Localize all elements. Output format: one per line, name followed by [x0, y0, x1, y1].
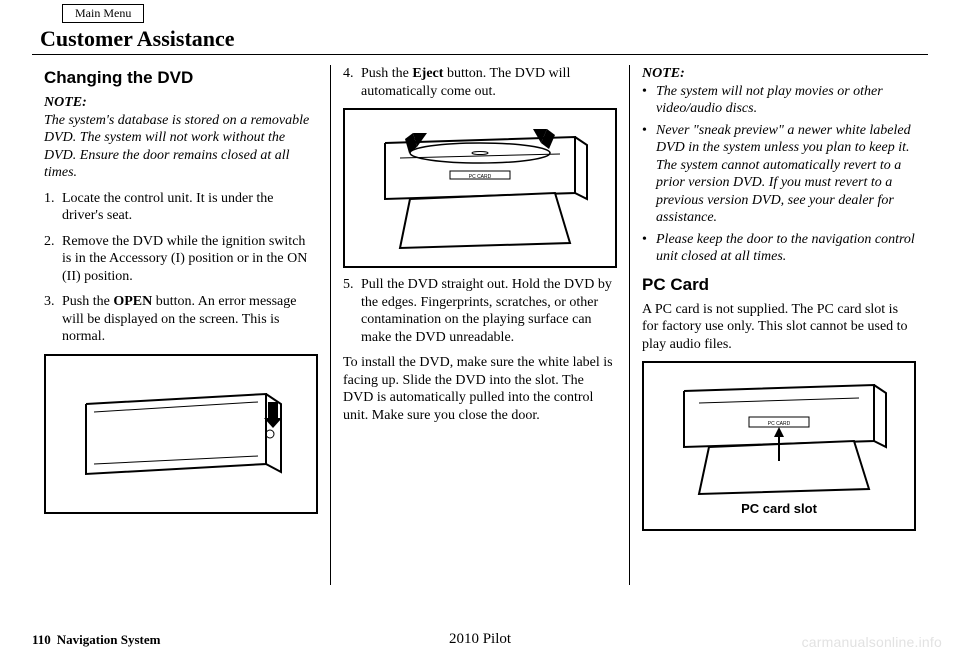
- step3-pre: Push the: [62, 294, 113, 309]
- step-3: 3. Push the OPEN button. An error messag…: [44, 293, 318, 346]
- pc-card-text: PC CARD: [768, 421, 791, 427]
- bullet-2: • Never "sneak preview" a newer white la…: [642, 122, 916, 227]
- install-paragraph: To install the DVD, make sure the white …: [343, 354, 617, 424]
- bullet-1: • The system will not play movies or oth…: [642, 83, 916, 118]
- column-1: Changing the DVD NOTE: The system's data…: [32, 65, 330, 585]
- steps-list-1: 1. Locate the control unit. It is under …: [44, 190, 318, 346]
- watermark: carmanualsonline.info: [802, 634, 942, 650]
- pc-card-text: PC CARD: [469, 174, 492, 180]
- step-num: 1.: [44, 190, 62, 225]
- bullet-text: Please keep the door to the navigation c…: [656, 231, 916, 266]
- bullet-dot-icon: •: [642, 231, 656, 266]
- open-button-ref: OPEN: [113, 294, 152, 309]
- bullet-text: Never "sneak preview" a newer white labe…: [656, 122, 916, 227]
- step-2: 2. Remove the DVD while the ignition swi…: [44, 233, 318, 286]
- step-1: 1. Locate the control unit. It is under …: [44, 190, 318, 225]
- step4-pre: Push the: [361, 66, 412, 81]
- step-text: Push the OPEN button. An error message w…: [62, 293, 318, 346]
- pc-card-body: A PC card is not supplied. The PC card s…: [642, 301, 916, 354]
- step-text: Push the Eject button. The DVD will auto…: [361, 65, 617, 100]
- subheading-pc-card: PC Card: [642, 274, 916, 295]
- closed-unit-icon: [66, 364, 296, 504]
- bullet-text: The system will not play movies or other…: [656, 83, 916, 118]
- pc-card-slot-label: PC card slot: [644, 501, 914, 517]
- figure-pc-card-unit: PC CARD PC card slot: [642, 361, 916, 531]
- eject-unit-icon: PC CARD: [355, 113, 605, 263]
- bullet-dot-icon: •: [642, 122, 656, 227]
- step-text: Pull the DVD straight out. Hold the DVD …: [361, 276, 617, 346]
- note-body-1: The system's database is stored on a rem…: [44, 112, 318, 182]
- subheading-changing-dvd: Changing the DVD: [44, 67, 318, 88]
- figure-eject-unit: PC CARD: [343, 108, 617, 268]
- step-num: 4.: [343, 65, 361, 100]
- pc-card-unit-icon: PC CARD: [654, 371, 904, 521]
- step-num: 3.: [44, 293, 62, 346]
- note-label-2: NOTE:: [642, 65, 916, 83]
- steps-list-3: 5. Pull the DVD straight out. Hold the D…: [343, 276, 617, 346]
- figure-closed-unit: [44, 354, 318, 514]
- note-bullets: • The system will not play movies or oth…: [642, 83, 916, 266]
- main-menu-tab[interactable]: Main Menu: [62, 4, 144, 23]
- page-title: Customer Assistance: [40, 26, 928, 52]
- step-5: 5. Pull the DVD straight out. Hold the D…: [343, 276, 617, 346]
- steps-list-2: 4. Push the Eject button. The DVD will a…: [343, 65, 617, 100]
- header-rule: [32, 54, 928, 55]
- note-label-1: NOTE:: [44, 94, 318, 112]
- step-num: 5.: [343, 276, 361, 346]
- eject-button-ref: Eject: [412, 66, 443, 81]
- column-3: NOTE: • The system will not play movies …: [629, 65, 928, 585]
- step-text: Locate the control unit. It is under the…: [62, 190, 318, 225]
- bullet-3: • Please keep the door to the navigation…: [642, 231, 916, 266]
- content-columns: Changing the DVD NOTE: The system's data…: [32, 65, 928, 585]
- step-num: 2.: [44, 233, 62, 286]
- column-2: 4. Push the Eject button. The DVD will a…: [330, 65, 629, 585]
- bullet-dot-icon: •: [642, 83, 656, 118]
- step-text: Remove the DVD while the ignition switch…: [62, 233, 318, 286]
- step-4: 4. Push the Eject button. The DVD will a…: [343, 65, 617, 100]
